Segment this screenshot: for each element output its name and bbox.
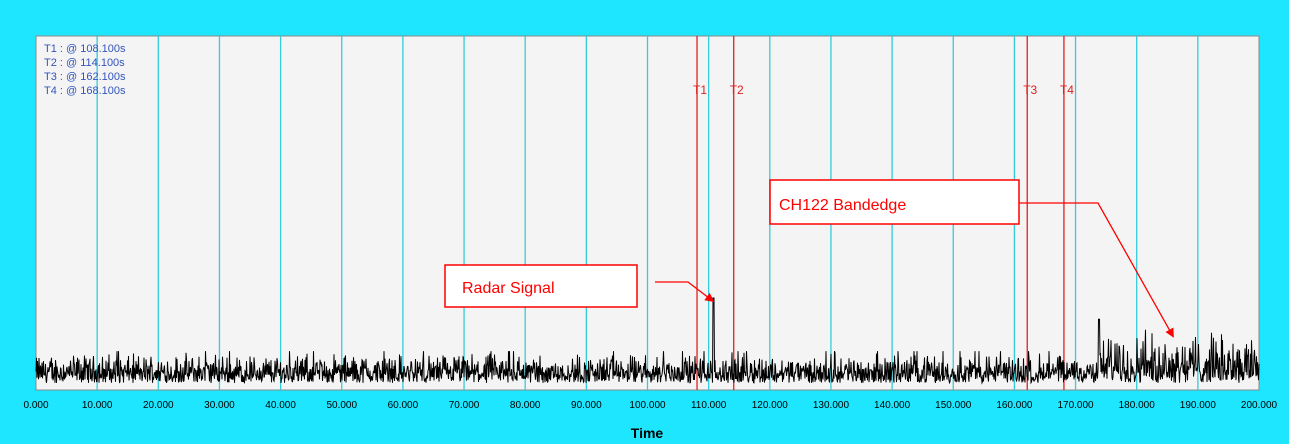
- annotation-arrow: [655, 281, 715, 303]
- x-tick-label: 10.000: [82, 400, 113, 411]
- marker-label: T1: [693, 83, 707, 97]
- x-tick-labels: 0.000 10.000 20.000 30.000 40.000 50.000 60.00…: [23, 400, 1277, 411]
- marker-readout-line: T2 : @ 114.100s: [44, 57, 125, 69]
- x-tick-label: 30.000: [204, 400, 235, 411]
- x-tick-label: 200.000: [1241, 400, 1278, 411]
- x-tick-label: 80.000: [510, 400, 541, 411]
- x-tick-label: 20.000: [143, 400, 174, 411]
- x-axis-label: Time: [631, 425, 664, 441]
- x-tick-label: 90.000: [571, 400, 602, 411]
- grid-lines: [96, 36, 1199, 390]
- x-tick-label: 140.000: [874, 400, 911, 411]
- x-tick-label: 60.000: [388, 400, 419, 411]
- marker-label: T3: [1023, 83, 1037, 97]
- marker-readout: T1 : @ 108.100s T2 : @ 114.100s T3 : @ 162…: [44, 43, 126, 97]
- signal-trace-line: [35, 297, 1260, 385]
- annotation-text: CH122 Bandedge: [779, 197, 906, 214]
- x-tick-label: 120.000: [752, 400, 789, 411]
- marker-readout-line: T4 : @ 168.100s: [44, 85, 126, 97]
- marker-readout-line: T3 : @ 162.100s: [44, 71, 126, 83]
- x-tick-label: 150.000: [935, 400, 972, 411]
- signal-trace: [35, 297, 1260, 385]
- time-markers: T1 T2 T3 T4: [693, 36, 1074, 390]
- x-tick-label: 160.000: [996, 400, 1033, 411]
- x-tick-label: 130.000: [813, 400, 850, 411]
- annotation-arrow: [1019, 202, 1174, 338]
- x-tick-label: 40.000: [265, 400, 296, 411]
- annotation-text: Radar Signal: [462, 280, 555, 297]
- annotation-box: [444, 264, 638, 308]
- x-tick-label: 70.000: [449, 400, 480, 411]
- x-tick-label: 50.000: [326, 400, 357, 411]
- x-tick-label: 110.000: [691, 400, 727, 411]
- annotations: Radar Signal CH122 Bandedge: [444, 179, 1174, 338]
- x-tick-label: 100.000: [629, 400, 666, 411]
- x-tick-label: 0.000: [23, 400, 48, 411]
- marker-readout-line: T1 : @ 108.100s: [44, 43, 126, 55]
- x-tick-label: 170.000: [1057, 400, 1094, 411]
- marker-label: T2: [730, 83, 744, 97]
- x-tick-label: 180.000: [1119, 400, 1156, 411]
- annotation-box: [769, 179, 1020, 225]
- x-tick-label: 190.000: [1180, 400, 1217, 411]
- marker-label: T4: [1060, 83, 1074, 97]
